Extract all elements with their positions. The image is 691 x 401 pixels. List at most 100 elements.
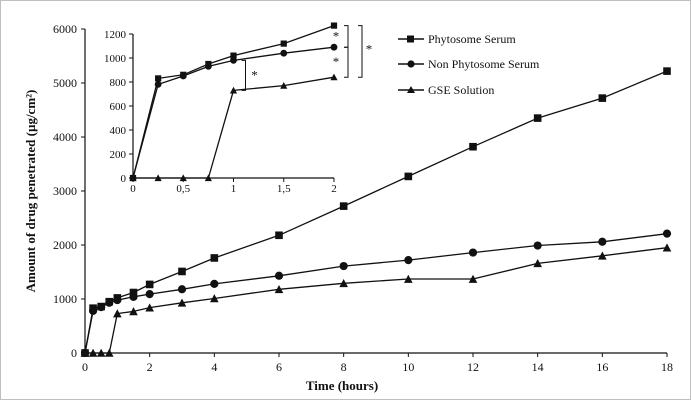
x-tick-label: 8 [341,360,347,374]
data-point-triangle [145,303,154,312]
legend-label-phytosome: Phytosome Serum [428,32,516,46]
data-point-triangle [96,348,106,357]
inset-y-tick-label: 400 [110,125,127,137]
x-axis-title: Time (hours) [306,378,378,393]
legend: Phytosome Serum Non Phytosome Serum GSE … [398,32,540,97]
data-point-triangle [113,309,122,318]
y-tick-label: 0 [71,346,77,360]
inset-x-tick-label: 0 [130,183,136,195]
data-point-square [598,94,607,102]
data-point-square [533,114,542,122]
inset-data-point-circle [204,63,212,70]
x-tick-label: 6 [276,360,282,374]
series-line-2 [85,247,668,354]
bracket-phytosome-vs-gse [358,25,363,78]
x-tick-label: 12 [467,360,479,374]
inset-data-point-square [155,75,162,82]
significance-star: * [366,41,373,56]
data-point-circle [105,298,114,307]
inset-data-point-triangle [129,174,137,182]
inset-data-point-circle [330,43,338,51]
inset-data-point-circle [230,57,237,64]
data-point-circle [468,248,478,257]
x-tick-label: 0 [82,360,88,374]
data-point-circle [88,306,98,315]
legend-item-gse: GSE Solution [398,83,494,97]
data-point-square [469,142,477,151]
inset-data-point-triangle [229,86,238,94]
legend-label-non-phytosome: Non Phytosome Serum [428,57,540,71]
inset-y-tick-label: 200 [110,149,127,161]
data-point-triangle [177,298,187,307]
data-point-circle [598,237,607,246]
data-point-circle [404,256,413,265]
data-point-square [275,231,283,240]
data-point-circle [177,285,187,294]
inset-data-point-triangle [330,73,338,81]
inset-y-tick-label: 1200 [104,29,127,41]
data-point-triangle [404,274,413,283]
bracket-phytosome-vs-nonphytosome [344,25,349,48]
inset-data-point-square [280,40,287,47]
data-point-square [663,67,671,75]
data-point-triangle [104,348,114,357]
significance-star: * [333,54,340,69]
data-point-circle [274,271,284,280]
series-line-0 [84,70,668,354]
inset-series [129,22,338,182]
data-point-circle [97,303,106,312]
data-point-circle [662,229,672,238]
data-point-triangle [662,243,672,252]
y-tick-label: 4000 [53,130,77,144]
y-tick-label: 6000 [53,22,77,36]
inset-y-tick-label: 800 [110,77,127,89]
data-point-triangle [274,284,284,294]
data-point-square [404,172,413,181]
data-point-triangle [88,348,98,357]
x-tick-label: 4 [211,360,217,374]
x-tick-label: 18 [661,360,673,374]
significance-star: * [251,67,258,82]
data-point-circle [129,292,138,301]
inset-significance-annotations: * * * * [241,25,373,91]
data-point-square [210,254,219,262]
inset-x-tick-label: 1 [231,183,237,195]
data-point-circle [145,290,154,299]
data-point-square [339,202,348,210]
data-point-triangle [468,274,478,283]
y-tick-label: 1000 [53,292,77,306]
y-tick-label: 3000 [53,184,77,198]
x-tick-label: 10 [402,360,414,374]
data-point-triangle [339,279,348,288]
data-point-triangle [533,259,542,268]
data-point-triangle [598,251,607,260]
legend-item-non-phytosome: Non Phytosome Serum [398,57,540,71]
bracket-nonphytosome-vs-gse [344,46,349,78]
data-point-triangle [210,294,219,303]
y-tick-label: 5000 [53,76,77,90]
data-point-circle [339,261,348,271]
inset-data-point-triangle [204,174,212,182]
series-line-1 [84,233,668,354]
inset-data-point-circle [179,72,187,80]
inset-data-point-triangle [154,174,162,182]
inset-x-tick-label: 1,5 [277,183,291,195]
x-tick-label: 14 [532,360,544,374]
inset-x-tick-label: 2 [331,183,337,195]
data-point-triangle [80,348,90,357]
inset-data-point-circle [280,49,288,57]
y-tick-label: 2000 [53,238,77,252]
inset-axes: 0 0,5 1 1,5 2 0 200 400 600 800 1000 1200 [104,29,337,195]
data-point-circle [113,295,122,305]
inset-y-tick-label: 1000 [104,53,127,65]
bracket-t1 [241,59,246,91]
data-point-circle [210,279,219,288]
inset-y-tick-label: 600 [110,101,127,113]
y-axis-title: Amount of drug penetrated (µg/cm²) [23,90,38,293]
data-point-square [145,280,154,289]
inset-series-line-1 [132,46,335,179]
legend-label-gse: GSE Solution [428,83,494,97]
